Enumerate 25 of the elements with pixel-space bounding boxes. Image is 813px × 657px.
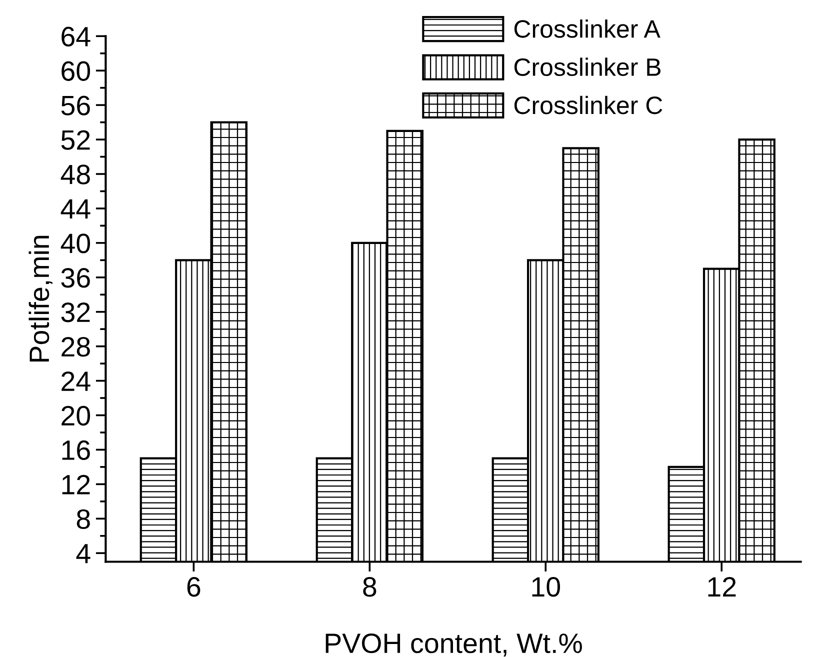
x-tick-label: 6 [187,577,200,597]
y-tick-label: 64 [62,26,90,46]
y-tick-label: 28 [62,336,90,357]
y-tick-label: 36 [61,268,90,288]
y-tick-label: 20 [62,406,90,426]
y-tick-label: 40 [60,234,90,254]
y-tick-label: 48 [60,164,90,184]
y-tick-label: 12 [62,474,90,494]
legend-label: Crosslinker C [514,96,662,114]
y-tick-label: 24 [62,371,90,391]
y-tick-label: 8 [76,509,90,529]
y-tick-label: 56 [61,96,90,116]
y-tick-label: 16 [62,440,90,460]
x-tick-label: 12 [708,577,736,596]
legend-label: Crosslinker A [514,19,660,38]
y-axis-title: Potlife,min [28,236,52,362]
x-tick-label: 10 [532,577,560,597]
y-tick-label: 32 [61,302,90,322]
x-tick-label: 8 [363,577,376,597]
y-tick-label: 52 [61,130,90,150]
legend-label: Crosslinker B [514,58,660,76]
y-tick-label: 60 [62,61,90,81]
x-axis-title: PVOH content, Wt.% [326,634,582,656]
y-tick-label: 4 [76,544,90,564]
y-tick-label: 44 [60,199,90,219]
